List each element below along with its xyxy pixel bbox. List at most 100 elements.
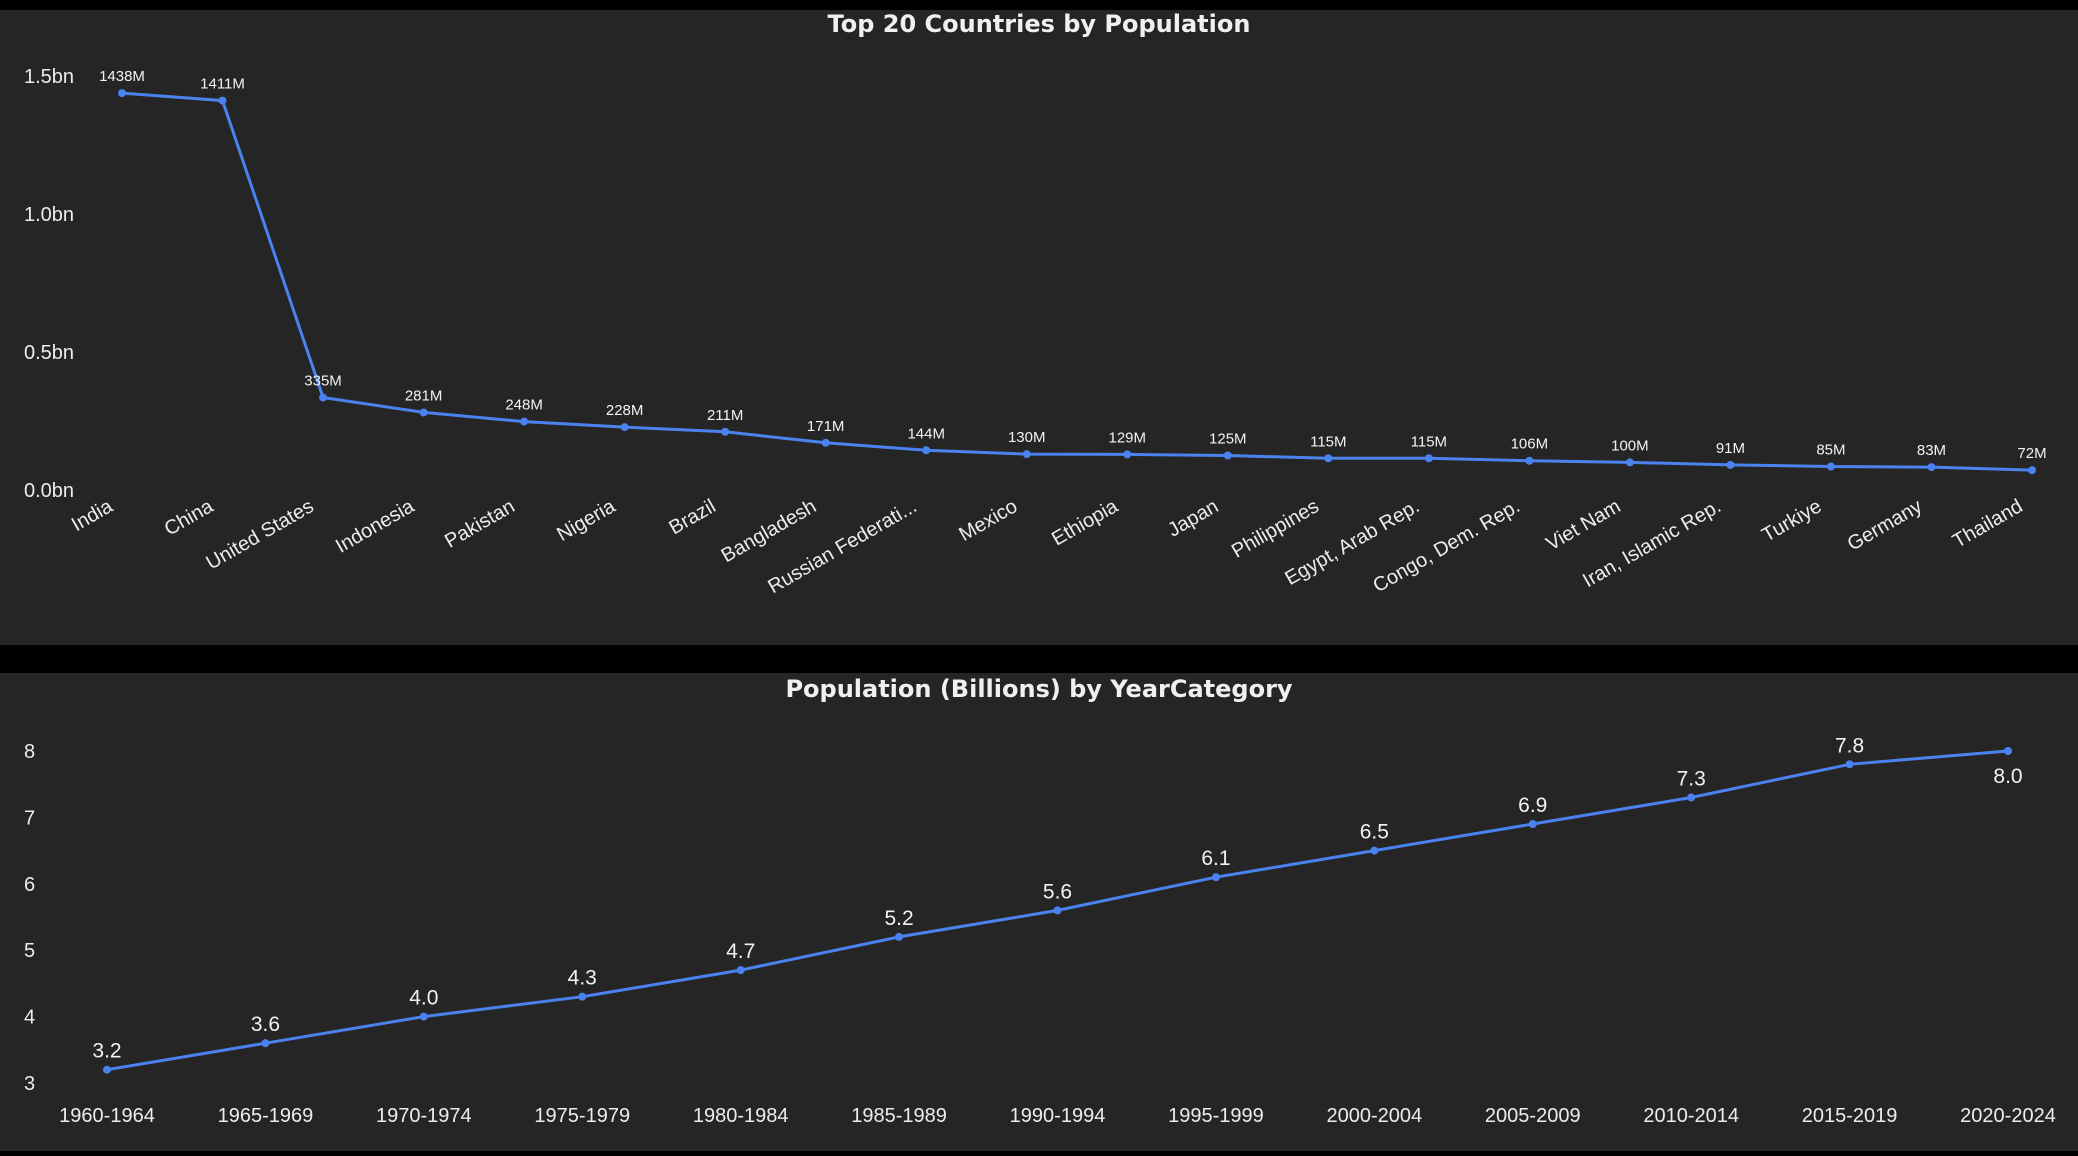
data-point xyxy=(620,423,629,432)
data-label: 248M xyxy=(505,397,543,414)
data-label: 100M xyxy=(1611,437,1649,454)
data-point xyxy=(1123,450,1132,459)
data-point xyxy=(419,408,428,417)
x-tick-label: 2015-2019 xyxy=(1802,1105,1898,1127)
x-tick-label: Brazil xyxy=(665,495,719,539)
data-point xyxy=(1927,463,1936,472)
x-tick-label: 1960-1964 xyxy=(59,1105,155,1127)
x-tick-label: Japan xyxy=(1164,495,1222,541)
data-label: 7.8 xyxy=(1835,734,1864,757)
x-tick-label: Mexico xyxy=(955,495,1021,546)
x-tick-label: 1970-1974 xyxy=(376,1105,472,1127)
data-point xyxy=(218,96,227,105)
x-tick-label: United States xyxy=(203,495,318,574)
data-point xyxy=(1726,460,1735,469)
y-tick-label: 1.0bn xyxy=(24,204,74,226)
x-tick-label: Viet Nam xyxy=(1542,495,1624,555)
data-point xyxy=(1625,458,1634,467)
data-point xyxy=(1424,454,1433,463)
data-label: 6.9 xyxy=(1518,794,1547,817)
y-tick-label: 8 xyxy=(24,741,35,763)
data-point xyxy=(1324,454,1333,463)
data-label: 5.2 xyxy=(884,907,913,930)
data-label: 72M xyxy=(2017,445,2046,462)
data-point xyxy=(1687,793,1696,802)
chart-title: Population (Billions) by YearCategory xyxy=(785,675,1293,703)
data-label: 281M xyxy=(405,387,443,404)
data-point xyxy=(1211,873,1220,882)
data-point xyxy=(319,393,328,402)
data-label: 6.1 xyxy=(1201,847,1230,870)
data-label: 125M xyxy=(1209,431,1247,448)
x-tick-label: Philippines xyxy=(1228,495,1323,562)
x-tick-label: Indonesia xyxy=(332,495,419,558)
x-tick-label: 2010-2014 xyxy=(1643,1105,1739,1127)
top-countries-line-chart: 0.0bn 0.5bn 1.0bn 1.5bn 1438M 1411M 335M 281M 24… xyxy=(24,66,2047,598)
data-point xyxy=(520,417,529,426)
data-label: 3.6 xyxy=(251,1013,280,1036)
data-label: 4.3 xyxy=(568,967,597,990)
x-tick-label: 1965-1969 xyxy=(218,1105,314,1127)
y-tick-label: 3 xyxy=(24,1073,35,1095)
x-tick-label: 1975-1979 xyxy=(534,1105,630,1127)
x-tick-label: India xyxy=(68,495,117,536)
data-point xyxy=(922,446,931,455)
population-by-year-chart-panel: Population (Billions) by YearCategory 3 4… xyxy=(0,673,2078,1151)
data-label: 335M xyxy=(304,373,342,390)
data-label: 129M xyxy=(1108,429,1146,446)
y-tick-label: 6 xyxy=(24,874,35,896)
data-point xyxy=(721,427,730,436)
x-tick-label: 2000-2004 xyxy=(1327,1105,1423,1127)
data-point xyxy=(578,992,587,1001)
data-point xyxy=(1053,906,1062,915)
data-label: 115M xyxy=(1411,433,1447,450)
data-label: 171M xyxy=(807,418,845,435)
data-label: 4.7 xyxy=(726,940,755,963)
data-point xyxy=(1370,846,1379,855)
data-label: 6.5 xyxy=(1360,821,1389,844)
top-countries-chart-panel: Top 20 Countries by Population 0.0bn 0.5b… xyxy=(0,10,2078,645)
y-tick-label: 4 xyxy=(24,1007,35,1029)
x-tick-label: 1985-1989 xyxy=(851,1105,947,1127)
data-point xyxy=(1022,450,1031,459)
x-tick-label: Ethiopia xyxy=(1048,495,1122,551)
data-label: 7.3 xyxy=(1677,767,1706,790)
x-tick-label: 1995-1999 xyxy=(1168,1105,1264,1127)
data-label: 228M xyxy=(606,402,644,419)
data-point xyxy=(821,438,830,447)
x-tick-label: Thailand xyxy=(1949,495,2026,552)
data-label: 85M xyxy=(1816,442,1845,459)
data-label: 106M xyxy=(1511,436,1549,453)
data-label: 5.6 xyxy=(1043,880,1072,903)
x-tick-label: Pakistan xyxy=(441,495,518,552)
data-point xyxy=(1525,456,1534,465)
data-point xyxy=(736,966,745,975)
y-tick-label: 1.5bn xyxy=(24,66,74,88)
x-tick-label: Germany xyxy=(1844,495,1926,555)
data-label: 1411M xyxy=(200,76,245,93)
x-tick-label: Turkiye xyxy=(1758,495,1825,546)
y-tick-label: 7 xyxy=(24,807,35,829)
series-line xyxy=(121,91,2033,472)
x-tick-label: Nigeria xyxy=(553,495,620,546)
data-label: 8.0 xyxy=(1993,765,2022,788)
data-point xyxy=(2028,466,2036,475)
chart-title: Top 20 Countries by Population xyxy=(827,10,1251,38)
data-point xyxy=(261,1039,270,1048)
data-label: 91M xyxy=(1716,440,1745,457)
data-label: 3.2 xyxy=(92,1040,121,1063)
data-point xyxy=(1826,462,1835,471)
y-tick-label: 0.0bn xyxy=(24,480,74,502)
data-label: 1438M xyxy=(99,68,145,85)
data-point xyxy=(103,1065,111,1074)
population-by-year-line-chart: 3 4 5 6 7 8 3.2 3.6 4.0 4.3 4.7 5.2 5.6 6.1 6.5 6.9 7.3 7… xyxy=(24,734,2056,1127)
data-label: 130M xyxy=(1008,429,1046,446)
data-point xyxy=(1528,820,1537,829)
data-label: 211M xyxy=(707,407,743,424)
y-tick-label: 5 xyxy=(24,940,35,962)
x-tick-label: China xyxy=(161,495,218,541)
data-point xyxy=(118,89,126,98)
x-tick-label: 1980-1984 xyxy=(693,1105,789,1127)
data-point xyxy=(419,1012,428,1021)
x-tick-label: 2005-2009 xyxy=(1485,1105,1581,1127)
